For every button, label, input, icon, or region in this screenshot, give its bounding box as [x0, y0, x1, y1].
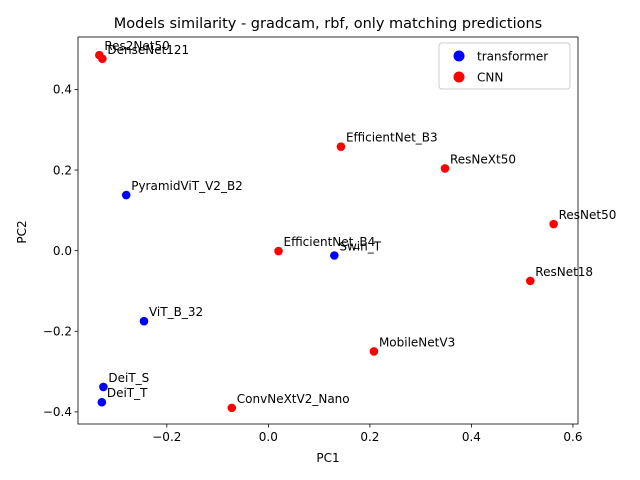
y-tick-label: 0.2 [53, 163, 72, 177]
x-tick-label: 0.6 [563, 430, 582, 444]
data-point [98, 54, 107, 64]
data-point-label: DeiT_S [108, 371, 149, 385]
data-point [440, 164, 450, 173]
plot-area [77, 36, 579, 425]
data-point-label: Swin_T [339, 239, 381, 253]
data-point-label: ResNet50 [559, 208, 617, 222]
x-axis-ticks: −0.2 0.0 0.2 0.4 0.6 [152, 424, 582, 444]
data-point [139, 316, 149, 326]
x-tick-label: 0.2 [360, 430, 379, 444]
data-point-label: ResNet18 [535, 265, 593, 279]
plot-frame [77, 36, 579, 425]
legend: transformer CNN [438, 42, 571, 90]
y-tick-label: −0.4 [43, 405, 72, 419]
data-point [121, 190, 131, 200]
data-point [525, 276, 535, 286]
data-point [227, 403, 237, 413]
y-tick-label: 0.0 [53, 244, 72, 258]
data-point-label: PyramidViT_V2_B2 [131, 179, 243, 193]
x-tick-label: −0.2 [152, 430, 181, 444]
data-point-label: ResNeXt50 [450, 152, 516, 166]
data-point-label: DenseNet121 [107, 43, 189, 57]
x-axis-label: PC1 [316, 451, 339, 465]
legend-frame [438, 42, 571, 90]
data-point [369, 347, 379, 356]
x-tick-label: 0.0 [259, 430, 278, 444]
y-tick-label: −0.2 [43, 325, 72, 339]
y-axis-label: PC2 [15, 220, 29, 243]
data-point-label: ViT_B_32 [149, 305, 203, 319]
y-axis-ticks: −0.4 −0.2 0.0 0.2 0.4 [43, 83, 78, 419]
data-points [95, 50, 558, 413]
data-point-label: EfficientNet_B4 [284, 235, 376, 249]
data-point [97, 397, 107, 407]
data-point-labels: PyramidViT_V2_B2 Swin_T ViT_B_32 DeiT_SDeiT… [104, 39, 616, 406]
data-point [330, 251, 339, 260]
x-tick-label: 0.4 [462, 430, 481, 444]
data-point-label: MobileNetV3 [379, 335, 455, 349]
data-point-label: Res2Net50 [104, 39, 169, 53]
chart-title: Models similarity - gradcam, rbf, only m… [114, 16, 542, 32]
legend-marker [453, 50, 465, 62]
data-point-label: EfficientNet_B3 [346, 131, 438, 145]
data-point [274, 246, 283, 256]
legend-marker [453, 71, 465, 83]
y-tick-label: 0.4 [53, 83, 72, 97]
data-point-label: ConvNeXtV2_Nano [237, 392, 350, 406]
legend-label: CNN [477, 70, 503, 84]
data-point-label: DeiT_T [107, 386, 148, 400]
data-point [549, 219, 558, 229]
data-point [99, 382, 108, 392]
legend-label: transformer [477, 49, 548, 63]
data-point [336, 142, 346, 151]
